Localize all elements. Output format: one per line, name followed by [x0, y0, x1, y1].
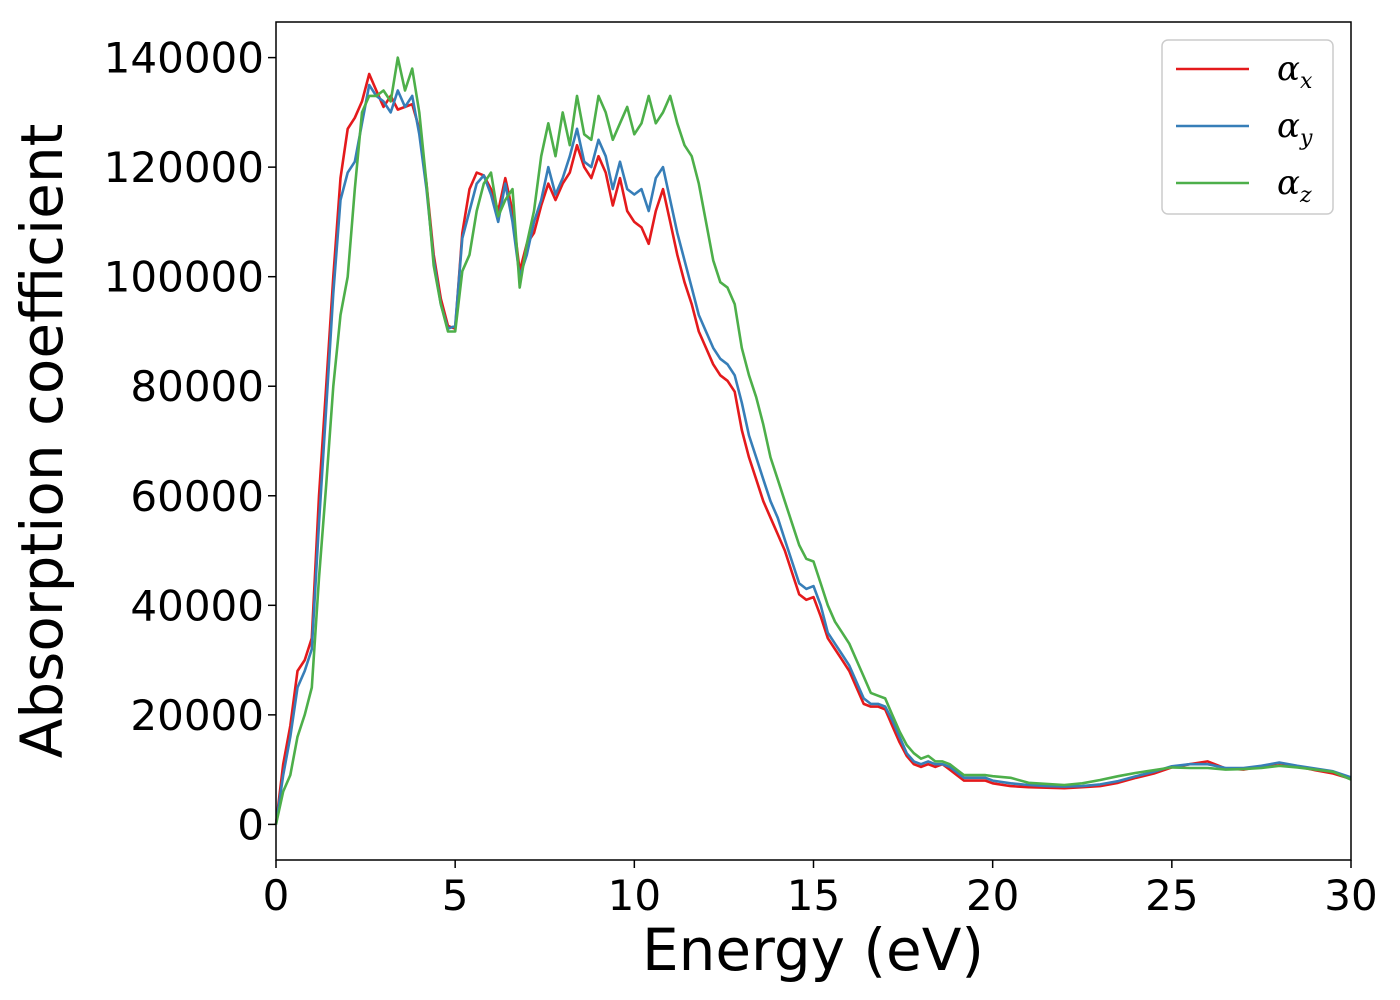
legend-label-x: αx [1277, 49, 1313, 94]
y-axis: 0 20000 40000 60000 80000 100000 120000 140000 [104, 34, 276, 849]
x-tick-label: 5 [442, 871, 469, 920]
series-line-y [274, 83, 1352, 825]
x-tick-label: 10 [608, 871, 661, 920]
x-tick-label: 20 [966, 871, 1019, 920]
x-tick-label: 0 [263, 871, 290, 920]
x-axis: 0 5 10 15 20 25 30 [263, 860, 1378, 920]
legend-label-y: αy [1277, 106, 1313, 151]
y-tick-label: 140000 [104, 34, 264, 83]
y-tick-label: 40000 [130, 581, 264, 630]
y-tick-label: 80000 [130, 362, 264, 411]
x-tick-label: 30 [1324, 871, 1377, 920]
y-tick-label: 0 [237, 800, 264, 849]
x-tick-label: 15 [787, 871, 840, 920]
x-tick-label: 25 [1145, 871, 1198, 920]
y-axis-label: Absorption coefficient [8, 124, 76, 759]
x-axis-label: Energy (eV) [642, 916, 984, 984]
y-tick-label: 120000 [104, 143, 264, 192]
y-tick-label: 100000 [104, 253, 264, 302]
y-tick-label: 20000 [130, 691, 264, 740]
y-tick-label: 60000 [130, 472, 264, 521]
legend: αx αy αz [1161, 39, 1334, 215]
plot-lines [274, 56, 1352, 825]
legend-label-z: αz [1277, 163, 1312, 208]
series-line-z [274, 56, 1352, 825]
